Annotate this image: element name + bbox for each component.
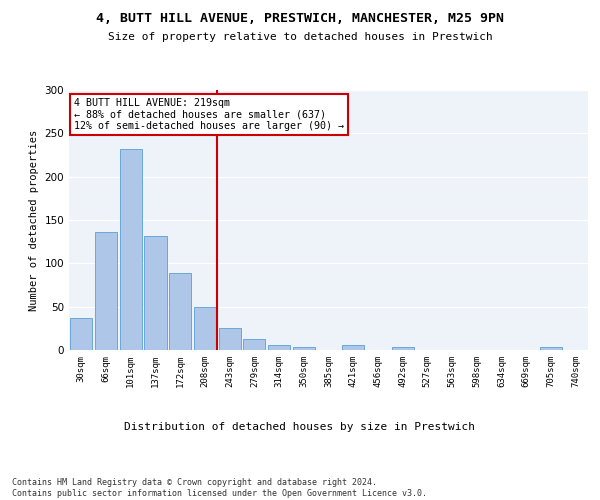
Text: Size of property relative to detached houses in Prestwich: Size of property relative to detached ho… [107,32,493,42]
Bar [540,348,562,350]
Bar [293,346,315,350]
Text: 4, BUTT HILL AVENUE, PRESTWICH, MANCHESTER, M25 9PN: 4, BUTT HILL AVENUE, PRESTWICH, MANCHEST… [96,12,504,26]
Bar [243,338,265,350]
Bar [169,273,191,350]
Bar [218,328,241,350]
Bar [70,318,92,350]
Bar [392,348,414,350]
Text: Contains HM Land Registry data © Crown copyright and database right 2024.
Contai: Contains HM Land Registry data © Crown c… [12,478,427,498]
Y-axis label: Number of detached properties: Number of detached properties [29,130,39,310]
Bar [194,306,216,350]
Text: Distribution of detached houses by size in Prestwich: Distribution of detached houses by size … [125,422,476,432]
Bar [268,345,290,350]
Bar [145,236,167,350]
Bar [342,345,364,350]
Bar [119,149,142,350]
Bar [95,232,117,350]
Text: 4 BUTT HILL AVENUE: 219sqm
← 88% of detached houses are smaller (637)
12% of sem: 4 BUTT HILL AVENUE: 219sqm ← 88% of deta… [74,98,344,131]
